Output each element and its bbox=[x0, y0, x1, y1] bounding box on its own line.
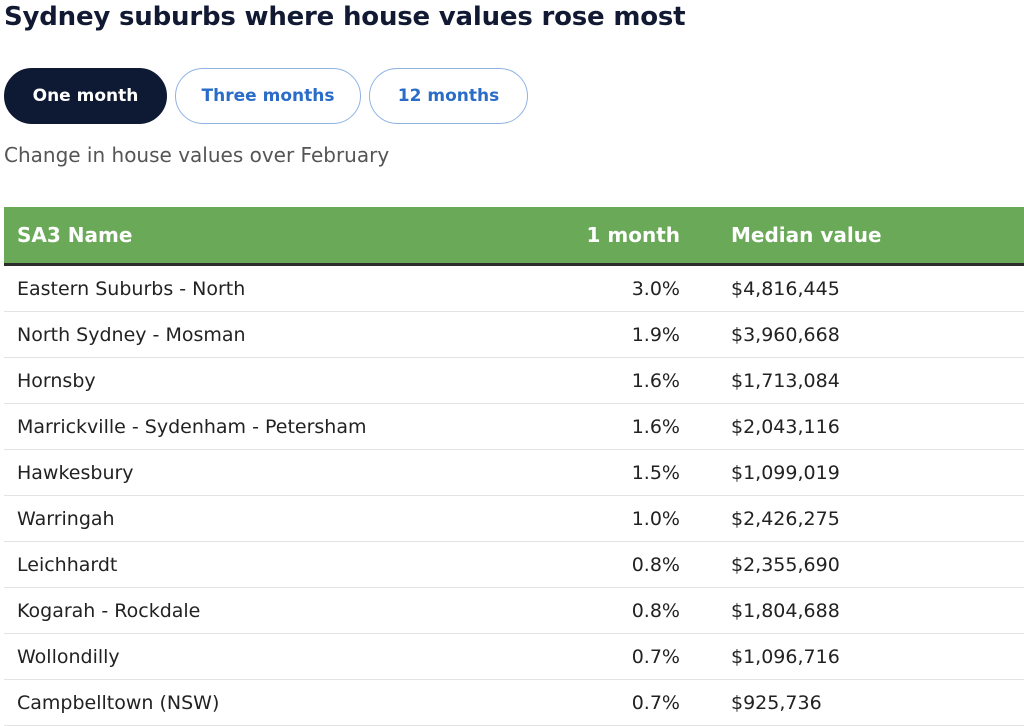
cell-sa3-name: Campbelltown (NSW) bbox=[17, 691, 220, 714]
table-row: Kogarah - Rockdale 0.8% $1,804,688 bbox=[4, 588, 1024, 634]
cell-1-month: 0.8% bbox=[631, 553, 680, 576]
cell-sa3-name: Leichhardt bbox=[17, 553, 118, 576]
cell-1-month: 0.8% bbox=[631, 599, 680, 622]
cell-sa3-name: North Sydney - Mosman bbox=[17, 323, 246, 346]
page-title: Sydney suburbs where house values rose m… bbox=[4, 2, 686, 32]
table-row: Warringah 1.0% $2,426,275 bbox=[4, 496, 1024, 542]
header-median-value: Median value bbox=[731, 223, 882, 247]
cell-median-value: $925,736 bbox=[731, 691, 822, 714]
cell-1-month: 0.7% bbox=[631, 691, 680, 714]
header-1-month: 1 month bbox=[586, 223, 681, 247]
period-tabs: One month Three months 12 months bbox=[4, 68, 528, 124]
table-row: Wollondilly 0.7% $1,096,716 bbox=[4, 634, 1024, 680]
cell-median-value: $1,804,688 bbox=[731, 599, 840, 622]
cell-median-value: $3,960,668 bbox=[731, 323, 840, 346]
cell-median-value: $4,816,445 bbox=[731, 277, 840, 300]
cell-median-value: $2,043,116 bbox=[731, 415, 840, 438]
cell-sa3-name: Hornsby bbox=[17, 369, 96, 392]
cell-median-value: $2,355,690 bbox=[731, 553, 840, 576]
cell-1-month: 1.6% bbox=[631, 415, 680, 438]
table-row: Leichhardt 0.8% $2,355,690 bbox=[4, 542, 1024, 588]
cell-sa3-name: Marrickville - Sydenham - Petersham bbox=[17, 415, 367, 438]
table-row: Hornsby 1.6% $1,713,084 bbox=[4, 358, 1024, 404]
cell-median-value: $1,096,716 bbox=[731, 645, 840, 668]
table-subtitle: Change in house values over February bbox=[4, 143, 390, 167]
cell-sa3-name: Wollondilly bbox=[17, 645, 120, 668]
table-row: Hawkesbury 1.5% $1,099,019 bbox=[4, 450, 1024, 496]
cell-sa3-name: Kogarah - Rockdale bbox=[17, 599, 201, 622]
cell-1-month: 1.6% bbox=[631, 369, 680, 392]
table-header: SA3 Name 1 month Median value bbox=[4, 207, 1024, 266]
tab-one-month[interactable]: One month bbox=[4, 68, 167, 124]
header-sa3-name: SA3 Name bbox=[17, 223, 133, 247]
cell-1-month: 1.0% bbox=[631, 507, 680, 530]
cell-sa3-name: Warringah bbox=[17, 507, 115, 530]
table-row: North Sydney - Mosman 1.9% $3,960,668 bbox=[4, 312, 1024, 358]
cell-median-value: $2,426,275 bbox=[731, 507, 840, 530]
cell-1-month: 0.7% bbox=[631, 645, 680, 668]
tab-three-months[interactable]: Three months bbox=[175, 68, 361, 124]
cell-1-month: 1.5% bbox=[631, 461, 680, 484]
table-row: Marrickville - Sydenham - Petersham 1.6%… bbox=[4, 404, 1024, 450]
cell-sa3-name: Eastern Suburbs - North bbox=[17, 277, 246, 300]
cell-median-value: $1,713,084 bbox=[731, 369, 840, 392]
table-row: Campbelltown (NSW) 0.7% $925,736 bbox=[4, 680, 1024, 726]
table-row: Eastern Suburbs - North 3.0% $4,816,445 bbox=[4, 266, 1024, 312]
tab-12-months[interactable]: 12 months bbox=[369, 68, 528, 124]
cell-1-month: 3.0% bbox=[631, 277, 680, 300]
cell-median-value: $1,099,019 bbox=[731, 461, 840, 484]
cell-sa3-name: Hawkesbury bbox=[17, 461, 134, 484]
cell-1-month: 1.9% bbox=[631, 323, 680, 346]
suburb-table: SA3 Name 1 month Median value Eastern Su… bbox=[4, 207, 1024, 726]
